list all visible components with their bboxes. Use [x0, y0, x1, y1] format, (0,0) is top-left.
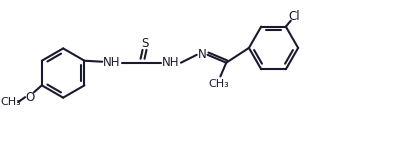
Text: NH: NH: [103, 56, 121, 69]
Text: NH: NH: [162, 56, 180, 69]
Text: N: N: [198, 48, 207, 61]
Text: CH₃: CH₃: [0, 97, 21, 107]
Text: CH₃: CH₃: [208, 79, 229, 89]
Text: S: S: [141, 37, 148, 50]
Text: Cl: Cl: [288, 10, 299, 23]
Text: O: O: [25, 91, 35, 104]
